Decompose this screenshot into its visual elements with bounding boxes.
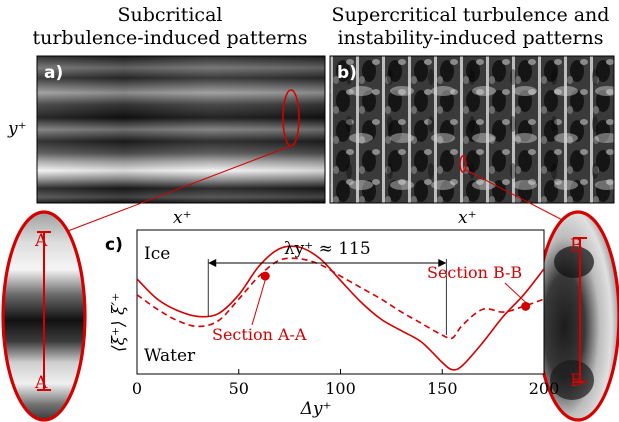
panel-b-title: Supercritical turbulence and instability… [322, 4, 619, 50]
panel-a-title-line1: Subcritical [117, 4, 223, 26]
x-tick-label-0: 0 [132, 379, 142, 398]
chart-x-ticks: 0 50 100 150 200 [132, 369, 559, 398]
panel-b-xlabel: x⁺ [458, 208, 477, 228]
panel-b-frame [329, 55, 615, 204]
panel-a-title: Subcritical turbulence-induced patterns [20, 4, 320, 50]
lambda-arrowhead-left [208, 259, 217, 267]
panel-a-xlabel: x⁺ [173, 208, 192, 228]
series-line-dashed [137, 257, 544, 340]
x-tick-label-4: 200 [529, 379, 560, 398]
lambda-arrowhead-right [438, 259, 447, 267]
x-tick-label-2: 100 [325, 379, 356, 398]
x-tick-label-3: 150 [427, 379, 458, 398]
panel-b-title-line2: instability-induced patterns [337, 27, 604, 49]
panel-c-chart: c) Ice Water ⟨ξ⁺⟩ ξ′⁺ Δy⁺ 0 50 100 150 200 λ… [105, 229, 559, 419]
panel-b-image-overlay [330, 56, 614, 203]
inset-b-label-top: B [570, 236, 583, 256]
panel-b-section-ellipse [459, 155, 467, 173]
chart-xlabel: Δy⁺ [300, 399, 332, 419]
inset-a-label-bottom: A [34, 373, 48, 393]
chart-bottom-text: Water [144, 346, 196, 366]
panel-b-title-line1: Supercritical turbulence and [331, 4, 610, 26]
panel-a-letter: a) [44, 63, 63, 83]
panel-a-image-shading [37, 56, 325, 203]
inset-b-shade-top [554, 246, 594, 278]
inset-b-shade-bottom [550, 360, 594, 400]
section-label-0: Section A-A [212, 325, 307, 344]
chart-series-group [137, 245, 544, 371]
inset-section-b: B B [535, 210, 619, 422]
panel-a-ylabel: y⁺ [7, 119, 27, 139]
connector-line-a [59, 145, 292, 235]
lambda-annotation-text: λy⁺ ≈ 115 [284, 239, 371, 259]
panel-a-title-line2: turbulence-induced patterns [32, 27, 308, 49]
panel-b-letter: b) [337, 63, 357, 83]
x-tick-label-1: 50 [229, 379, 249, 398]
panel-c-letter: c) [105, 235, 123, 255]
section-label-1: Section B-B [427, 263, 522, 282]
panel-a-frame [36, 55, 326, 204]
inset-a-label-top: A [34, 231, 48, 251]
panel-b: b) [329, 55, 615, 204]
inset-b-label-bottom: B [570, 371, 583, 391]
chart-top-text: Ice [144, 244, 170, 264]
panel-a: a) [36, 55, 326, 204]
section-leader-0 [251, 279, 266, 326]
connector-line-b [465, 169, 575, 227]
chart-ylabel: ⟨ξ⁺⟩ ξ′⁺ [109, 293, 129, 352]
series-line-solid [137, 245, 544, 371]
inset-a-frame [1, 210, 87, 422]
inset-section-a: A A [1, 210, 87, 422]
section-leader-1 [504, 282, 527, 303]
section-marker-0 [260, 271, 270, 281]
chart-annotation-group: λy⁺ ≈ 115 Section A-A Section B-B [207, 239, 531, 344]
section-marker-1 [521, 301, 531, 311]
